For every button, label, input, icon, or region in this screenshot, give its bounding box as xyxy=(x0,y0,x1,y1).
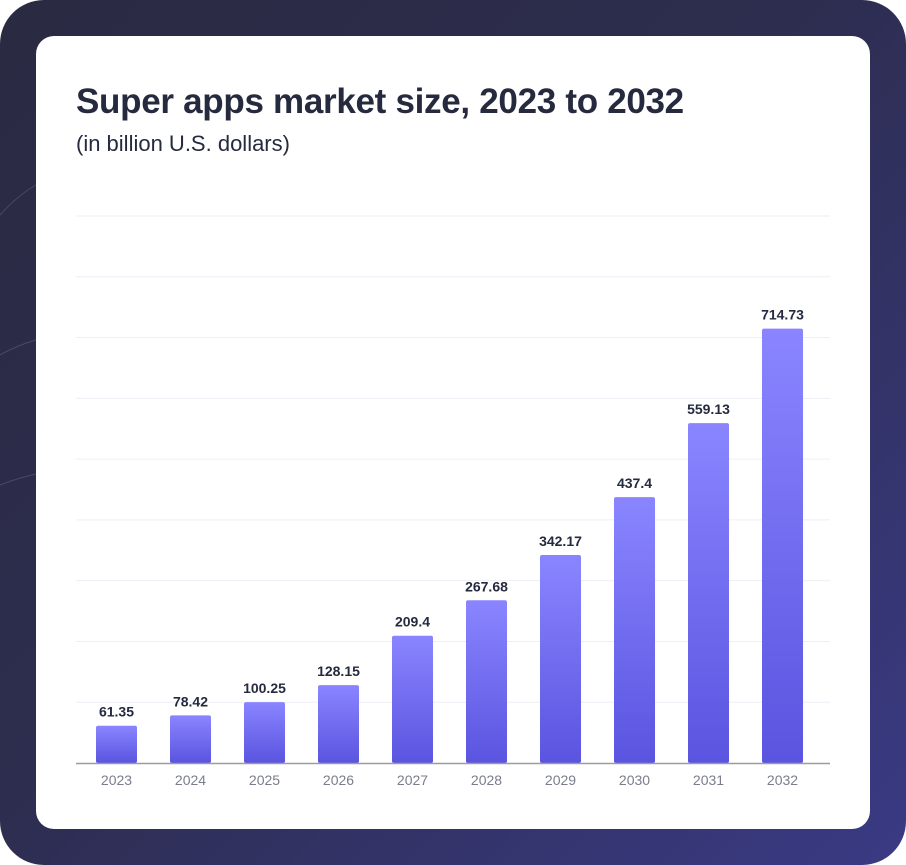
value-label-2024: 78.42 xyxy=(173,693,208,709)
value-label-2025: 100.25 xyxy=(243,680,286,696)
x-axis-ticks: 2023 2024 2025 2026 2027 2028 2029 2030 2031 2032 xyxy=(101,772,798,788)
value-label-2031: 559.13 xyxy=(687,401,730,417)
bar-2023 xyxy=(96,725,137,763)
x-tick-2031: 2031 xyxy=(693,772,724,788)
x-tick-2024: 2024 xyxy=(175,772,206,788)
value-label-2023: 61.35 xyxy=(99,704,134,720)
value-labels: 61.35 78.42 100.25 128.15 209.4 267.68 342.17 4… xyxy=(99,307,804,720)
bar-chart: 61.35 78.42 100.25 128.15 209.4 267.68 342.17 4… xyxy=(76,215,830,788)
bar-2032 xyxy=(762,328,803,763)
bar-2026 xyxy=(318,685,359,763)
x-tick-2023: 2023 xyxy=(101,772,132,788)
chart-card: Super apps market size, 2023 to 2032 (in… xyxy=(36,36,870,829)
bar-2024 xyxy=(170,715,211,763)
value-label-2030: 437.4 xyxy=(617,475,652,491)
value-label-2032: 714.73 xyxy=(761,307,804,323)
x-tick-2028: 2028 xyxy=(471,772,502,788)
x-tick-2025: 2025 xyxy=(249,772,280,788)
x-tick-2029: 2029 xyxy=(545,772,576,788)
x-tick-2026: 2026 xyxy=(323,772,354,788)
x-tick-2032: 2032 xyxy=(767,772,798,788)
bar-2027 xyxy=(392,635,433,763)
chart-title: Super apps market size, 2023 to 2032 xyxy=(76,82,684,121)
x-tick-2027: 2027 xyxy=(397,772,428,788)
value-label-2027: 209.4 xyxy=(395,614,430,630)
bar-2031 xyxy=(688,423,729,763)
chart-subtitle: (in billion U.S. dollars) xyxy=(76,131,290,156)
bar-2030 xyxy=(614,497,655,763)
bars xyxy=(96,328,803,763)
value-label-2026: 128.15 xyxy=(317,663,360,679)
value-label-2028: 267.68 xyxy=(465,578,508,594)
bar-2025 xyxy=(244,702,285,763)
bar-2028 xyxy=(466,600,507,763)
value-label-2029: 342.17 xyxy=(539,533,582,549)
x-tick-2030: 2030 xyxy=(619,772,650,788)
bar-2029 xyxy=(540,555,581,763)
